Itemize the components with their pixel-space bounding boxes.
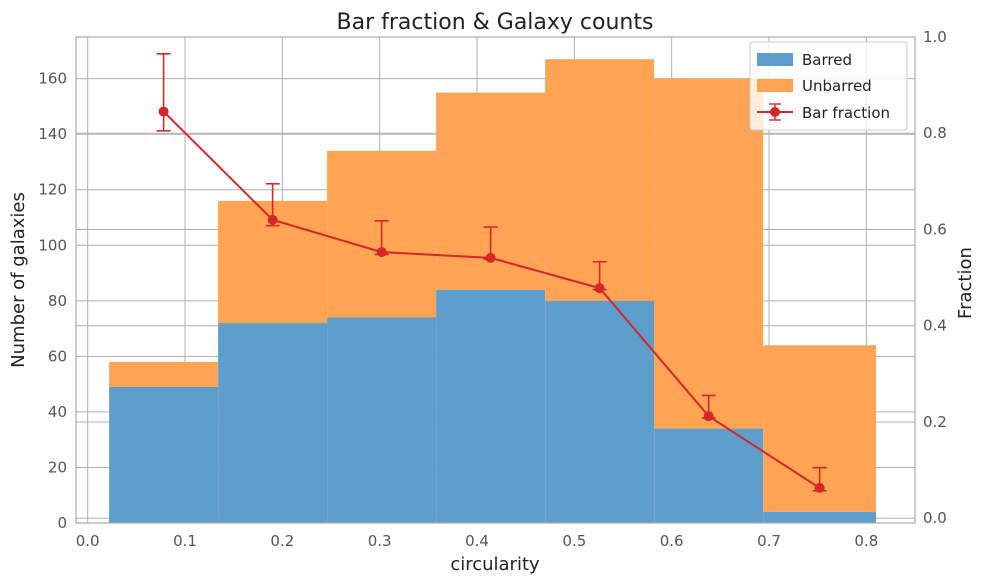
fraction-point-4 — [594, 283, 605, 294]
bars — [109, 59, 877, 523]
y-axis-ticks: 0 20 40 60 80 100 120 140 160 — [38, 70, 67, 532]
bar-barred-2 — [327, 317, 437, 523]
fraction-point-5 — [703, 411, 714, 422]
fraction-point-3 — [485, 252, 496, 263]
y-right-tick-label-1: 0.2 — [923, 413, 947, 431]
y-right-axis-title: Fraction — [955, 247, 976, 319]
bar-unbarred-4 — [545, 59, 655, 301]
y-right-tick-label-5: 1.0 — [923, 28, 947, 46]
x-tick-label-8: 0.8 — [854, 532, 878, 550]
x-tick-label-3: 0.3 — [368, 532, 392, 550]
y-tick-label-2: 40 — [48, 403, 67, 421]
y-right-tick-label-2: 0.4 — [923, 317, 947, 335]
legend-label-barred: Barred — [802, 51, 852, 69]
legend-swatch-barred — [757, 53, 793, 66]
y-right-tick-label-4: 0.8 — [923, 124, 947, 142]
plot-frame — [75, 36, 916, 524]
fraction-point-0 — [158, 106, 169, 117]
legend-label-unbarred: Unbarred — [802, 77, 872, 95]
plot-border — [75, 36, 916, 524]
x-tick-label-4: 0.4 — [465, 532, 489, 550]
legend-label-bar-fraction: Bar fraction — [802, 104, 890, 122]
y-tick-label-7: 140 — [38, 125, 67, 143]
y-tick-label-1: 20 — [48, 458, 67, 476]
bar-unbarred-0 — [109, 361, 219, 387]
legend-marker — [770, 107, 780, 117]
x-tick-label-1: 0.1 — [173, 532, 197, 550]
y-right-tick-label-0: 0.0 — [923, 509, 947, 527]
x-tick-label-5: 0.5 — [562, 532, 586, 550]
bar-fraction-line — [156, 53, 827, 493]
y-tick-label-8: 160 — [38, 70, 67, 88]
chart-title: Bar fraction & Galaxy counts — [337, 10, 654, 35]
y-right-tick-label-3: 0.6 — [923, 220, 947, 238]
y-tick-label-6: 120 — [38, 181, 67, 199]
x-axis-ticks: 0.0 0.1 0.2 0.3 0.4 0.5 0.6 0.7 0.8 — [76, 532, 879, 550]
bar-barred-6 — [763, 511, 877, 523]
fraction-point-1 — [267, 214, 278, 225]
x-tick-label-7: 0.7 — [757, 532, 781, 550]
bar-unbarred-5 — [654, 78, 764, 429]
x-tick-label-6: 0.6 — [660, 532, 684, 550]
y-tick-label-0: 0 — [57, 514, 67, 532]
y-tick-label-4: 80 — [48, 292, 67, 310]
legend: Barred Unbarred Bar fraction — [749, 41, 908, 131]
fraction-point-6 — [814, 482, 825, 493]
legend-swatch-unbarred — [757, 79, 793, 92]
bar-barred-5 — [654, 428, 764, 523]
y-axis-title: Number of galaxies — [8, 192, 29, 368]
x-axis-title: circularity — [450, 554, 540, 575]
bar-barred-3 — [436, 289, 546, 523]
legend-swatch-bar-fraction — [757, 103, 793, 121]
y-right-axis-ticks: 0.0 0.2 0.4 0.6 0.8 1.0 — [923, 28, 947, 527]
bar-barred-0 — [109, 386, 219, 523]
bar-barred-4 — [545, 300, 655, 523]
x-tick-label-0: 0.0 — [76, 532, 100, 550]
fraction-point-2 — [376, 247, 387, 258]
x-tick-label-2: 0.2 — [270, 532, 294, 550]
bar-barred-1 — [218, 323, 328, 523]
y-tick-label-5: 100 — [38, 236, 67, 254]
y-tick-label-3: 60 — [48, 347, 67, 365]
